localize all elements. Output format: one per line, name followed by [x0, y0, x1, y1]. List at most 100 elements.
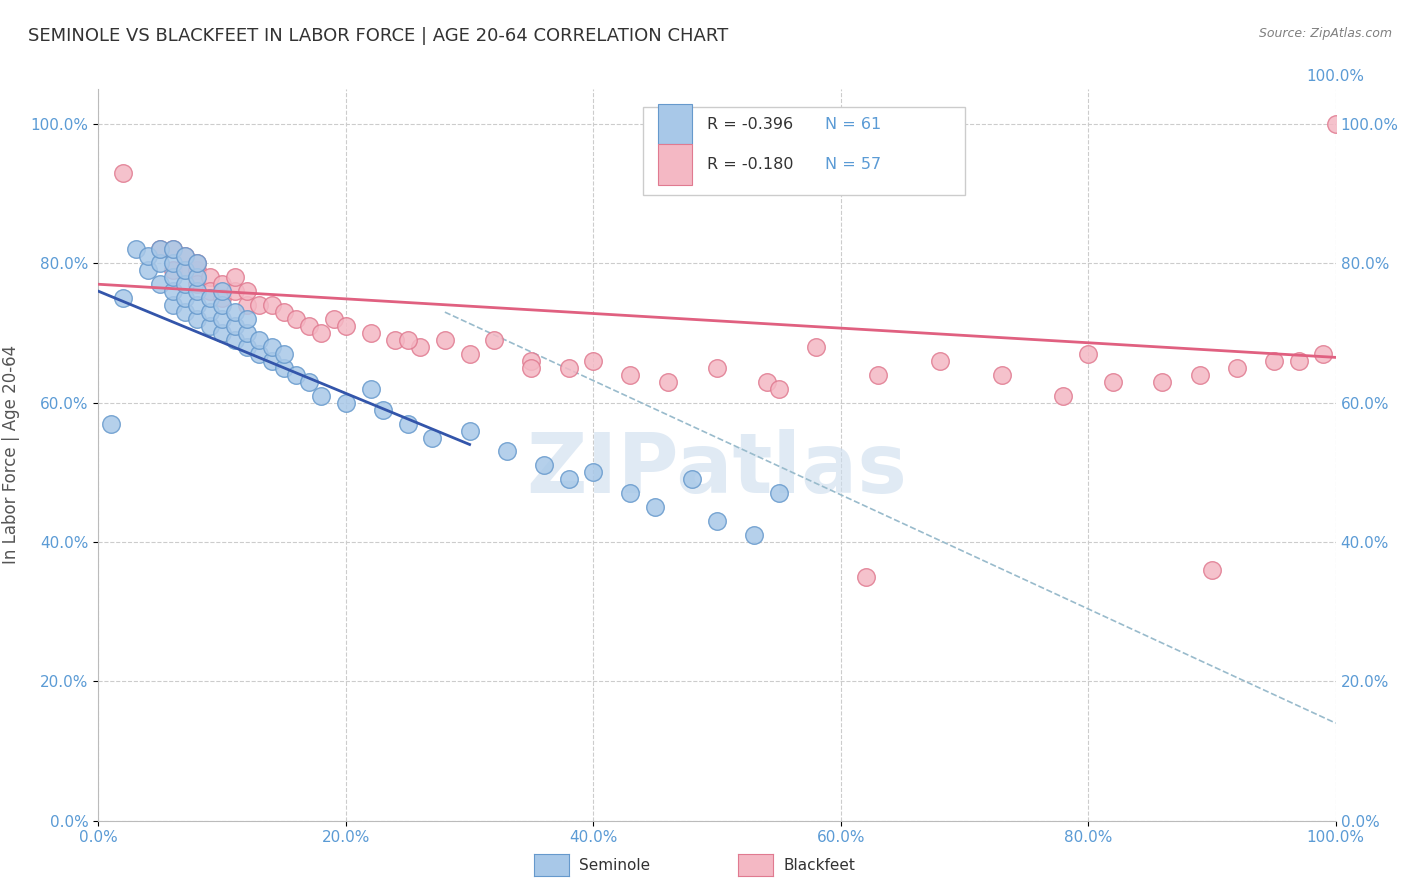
Point [186, 270, 208, 285]
Point [260, 298, 283, 312]
Point [335, 319, 357, 334]
Point [582, 354, 605, 368]
Point [100, 417, 122, 431]
Point [657, 375, 679, 389]
Point [396, 333, 419, 347]
Point [866, 368, 889, 382]
Point [186, 256, 208, 270]
Text: N = 61: N = 61 [825, 117, 882, 132]
Point [768, 486, 790, 500]
Point [186, 256, 208, 270]
Point [1263, 354, 1285, 368]
Point [247, 347, 270, 361]
Point [211, 312, 233, 326]
Point [928, 354, 950, 368]
Point [706, 360, 728, 375]
Point [162, 256, 184, 270]
Point [198, 291, 221, 305]
Point [162, 298, 184, 312]
Point [458, 424, 481, 438]
Point [162, 270, 184, 285]
Point [211, 277, 233, 292]
Point [224, 333, 246, 347]
Point [247, 298, 270, 312]
Point [162, 263, 184, 277]
Point [112, 291, 135, 305]
Point [1102, 375, 1125, 389]
Point [433, 333, 456, 347]
FancyBboxPatch shape [643, 108, 965, 195]
Point [422, 430, 444, 444]
Point [1077, 347, 1099, 361]
FancyBboxPatch shape [658, 104, 692, 145]
Point [136, 249, 159, 263]
Point [136, 263, 159, 277]
Point [186, 263, 208, 277]
Point [273, 347, 295, 361]
Point [619, 368, 641, 382]
Point [211, 284, 233, 298]
Point [260, 354, 283, 368]
Point [520, 354, 543, 368]
Point [186, 284, 208, 298]
Point [174, 305, 197, 319]
Point [495, 444, 517, 458]
Point [371, 402, 394, 417]
Point [124, 243, 146, 257]
Point [309, 389, 332, 403]
Point [162, 243, 184, 257]
Point [335, 395, 357, 409]
Point [458, 347, 481, 361]
Text: N = 57: N = 57 [825, 157, 880, 172]
Point [1288, 354, 1310, 368]
Point [211, 298, 233, 312]
Point [322, 312, 344, 326]
Point [149, 243, 172, 257]
Point [484, 333, 506, 347]
Point [198, 284, 221, 298]
Point [1152, 375, 1174, 389]
Point [186, 298, 208, 312]
Text: ZIPatlas: ZIPatlas [527, 429, 907, 510]
Point [174, 263, 197, 277]
Y-axis label: In Labor Force | Age 20-64: In Labor Force | Age 20-64 [1, 345, 20, 565]
Point [224, 305, 246, 319]
Point [198, 270, 221, 285]
Point [224, 284, 246, 298]
Point [384, 333, 406, 347]
Point [557, 472, 579, 486]
Point [273, 360, 295, 375]
Point [396, 417, 419, 431]
Point [706, 514, 728, 528]
Point [260, 340, 283, 354]
Point [247, 333, 270, 347]
Point [360, 382, 382, 396]
Point [198, 319, 221, 334]
Point [224, 270, 246, 285]
Point [1188, 368, 1211, 382]
Point [768, 382, 790, 396]
Point [855, 570, 877, 584]
Point [211, 291, 233, 305]
Point [236, 340, 259, 354]
Point [742, 528, 765, 542]
Point [236, 312, 259, 326]
Point [582, 466, 605, 480]
Point [1324, 117, 1347, 131]
Point [990, 368, 1012, 382]
Point [619, 486, 641, 500]
Point [804, 340, 827, 354]
Point [174, 291, 197, 305]
Text: Source: ZipAtlas.com: Source: ZipAtlas.com [1258, 27, 1392, 40]
Point [174, 249, 197, 263]
Point [557, 360, 579, 375]
Point [149, 243, 172, 257]
Point [236, 326, 259, 340]
Point [309, 326, 332, 340]
Point [1226, 360, 1249, 375]
Point [360, 326, 382, 340]
Point [186, 312, 208, 326]
Point [198, 305, 221, 319]
Point [298, 319, 321, 334]
Point [162, 243, 184, 257]
